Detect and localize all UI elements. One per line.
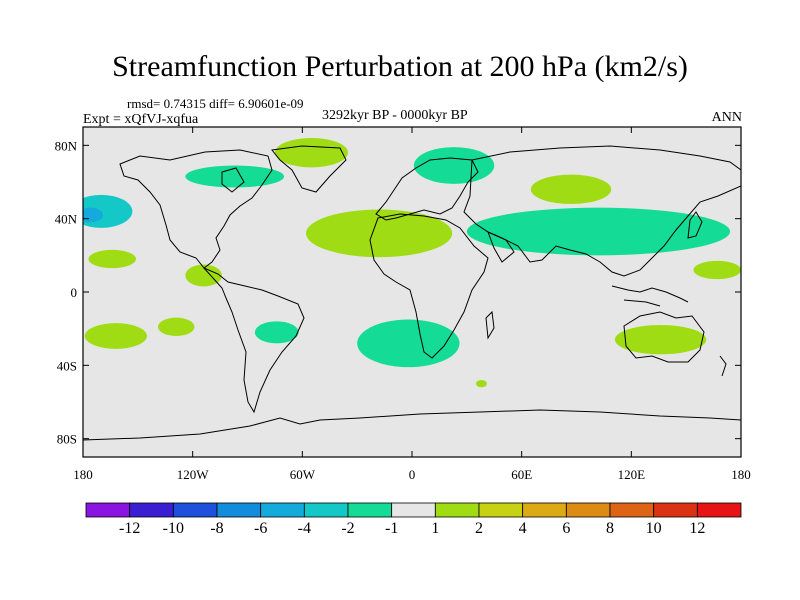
season-label: ANN <box>711 110 742 125</box>
colorbar-labels: -12 -10 -8 -6 -4 -2 -1 1 2 4 6 8 10 12 <box>119 520 705 537</box>
y-tick-label-0: 80N <box>55 138 78 153</box>
anomaly-region-3 <box>274 138 349 168</box>
x-tick-label-1: 120W <box>177 467 210 482</box>
colorbar-label-5: -2 <box>341 520 354 537</box>
colorbar-label-11: 8 <box>606 520 614 537</box>
colorbar-label-13: 12 <box>689 520 705 537</box>
anomaly-region-1 <box>83 207 104 223</box>
anomaly-region-15 <box>614 325 707 355</box>
anomaly-region-9 <box>185 264 222 287</box>
period-label: 3292kyr BP - 0000kyr BP <box>322 108 468 123</box>
colorbar-swatch-0 <box>85 502 131 518</box>
anomaly-region-8 <box>88 249 137 269</box>
colorbar-label-4: -4 <box>298 520 311 537</box>
x-tick-label-5: 120E <box>618 467 646 482</box>
colorbar-swatch-11 <box>565 502 611 518</box>
anomaly-region-14 <box>357 319 460 368</box>
colorbar-label-1: -10 <box>163 520 184 537</box>
anomaly-region-6 <box>305 209 453 258</box>
anomaly-region-12 <box>157 317 195 337</box>
colorbar-label-2: -8 <box>210 520 223 537</box>
colorbar-swatch-13 <box>653 502 698 518</box>
anomaly-region-11 <box>84 323 147 349</box>
y-tick-label-3: 40S <box>57 358 77 373</box>
x-tick-label-3: 0 <box>409 467 416 482</box>
colorbar-label-0: -12 <box>119 520 140 537</box>
anomaly-region-13 <box>254 321 299 344</box>
colorbar-swatch-5 <box>303 502 349 518</box>
colorbar-swatch-7 <box>391 502 436 518</box>
colorbar-label-9: 4 <box>519 520 527 537</box>
colorbar-swatch-8 <box>434 502 480 518</box>
x-tick-label-2: 60W <box>290 467 316 482</box>
colorbar-label-12: 10 <box>646 520 662 537</box>
colorbar-swatch-3 <box>216 502 262 518</box>
colorbar-swatch-9 <box>478 502 524 518</box>
colorbar-label-3: -6 <box>254 520 267 537</box>
colorbar <box>85 502 742 518</box>
colorbar-swatch-10 <box>522 502 567 518</box>
colorbar-swatch-2 <box>172 502 218 518</box>
chart-title: Streamfunction Perturbation at 200 hPa (… <box>112 50 688 83</box>
anomaly-region-10 <box>693 260 741 280</box>
colorbar-swatch-4 <box>260 502 305 518</box>
colorbar-label-8: 2 <box>475 520 483 537</box>
coastlines <box>83 145 741 441</box>
x-tick-label-0: 180 <box>73 467 93 482</box>
colorbar-label-7: 1 <box>431 520 439 537</box>
anomaly-region-7 <box>466 207 731 256</box>
y-tick-label-2: 0 <box>71 285 78 300</box>
colorbar-label-6: -1 <box>385 520 398 537</box>
stats-label: rmsd= 0.74315 diff= 6.90601e-09 <box>127 96 304 111</box>
anomaly-region-5 <box>530 174 612 204</box>
x-tick-label-4: 60E <box>511 467 532 482</box>
anomaly-region-2 <box>185 165 285 188</box>
x-axis: 180 120W 60W 0 60E 120E 180 <box>73 127 751 482</box>
colorbar-swatch-14 <box>696 502 742 518</box>
anomaly-region-4 <box>413 147 495 184</box>
y-tick-label-1: 40N <box>55 212 78 227</box>
map-background <box>83 127 741 457</box>
anomaly-region-16 <box>475 380 487 388</box>
y-axis: 80N 40N 0 40S 80S <box>55 138 741 447</box>
experiment-label: Expt = xQfVJ-xqfua <box>83 112 199 127</box>
colorbar-swatch-6 <box>347 502 393 518</box>
colorbar-swatch-12 <box>609 502 655 518</box>
colorbar-label-10: 6 <box>562 520 570 537</box>
y-tick-label-4: 80S <box>57 432 77 447</box>
x-tick-label-6: 180 <box>731 467 751 482</box>
colorbar-swatch-1 <box>129 502 174 518</box>
